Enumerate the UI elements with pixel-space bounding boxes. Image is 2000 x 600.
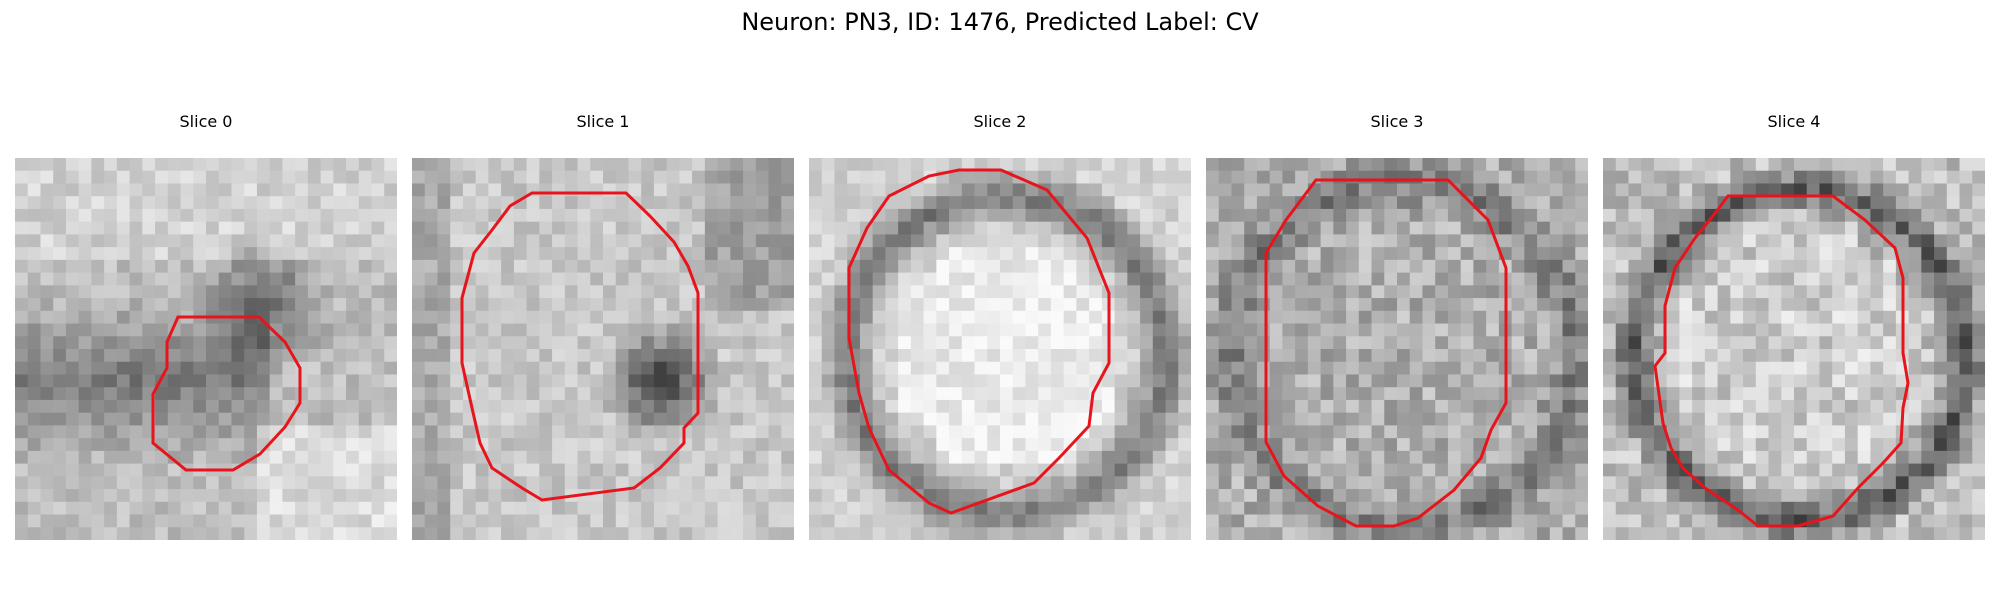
figure-title: Neuron: PN3, ID: 1476, Predicted Label: … (741, 8, 1259, 36)
slice-panel-2: Slice 2 (809, 110, 1191, 540)
segmentation-outline (847, 168, 1111, 515)
slice-image-3 (1206, 158, 1588, 540)
segmentation-outline (151, 315, 302, 472)
slice-title: Slice 3 (1370, 112, 1424, 131)
slice-image-1 (412, 158, 794, 540)
slice-image-4 (1603, 158, 1985, 540)
segmentation-outline (460, 191, 700, 502)
slice-title: Slice 4 (1767, 112, 1821, 131)
slice-panel-3: Slice 3 (1206, 110, 1588, 540)
slice-image-0 (15, 158, 397, 540)
microscopy-pixels (412, 158, 794, 540)
slice-panel-0: Slice 0 (15, 110, 397, 540)
segmentation-outline (1653, 194, 1910, 528)
slice-panel-4: Slice 4 (1603, 110, 1985, 540)
microscopy-pixels (15, 158, 397, 540)
slice-title: Slice 1 (576, 112, 630, 131)
microscopy-pixels (1206, 158, 1588, 540)
slice-title: Slice 2 (973, 112, 1027, 131)
slice-panel-1: Slice 1 (412, 110, 794, 540)
slice-title: Slice 0 (179, 112, 233, 131)
slice-image-2 (809, 158, 1191, 540)
microscopy-pixels (809, 158, 1191, 540)
microscopy-pixels (1603, 158, 1985, 540)
segmentation-outline (1264, 178, 1508, 528)
